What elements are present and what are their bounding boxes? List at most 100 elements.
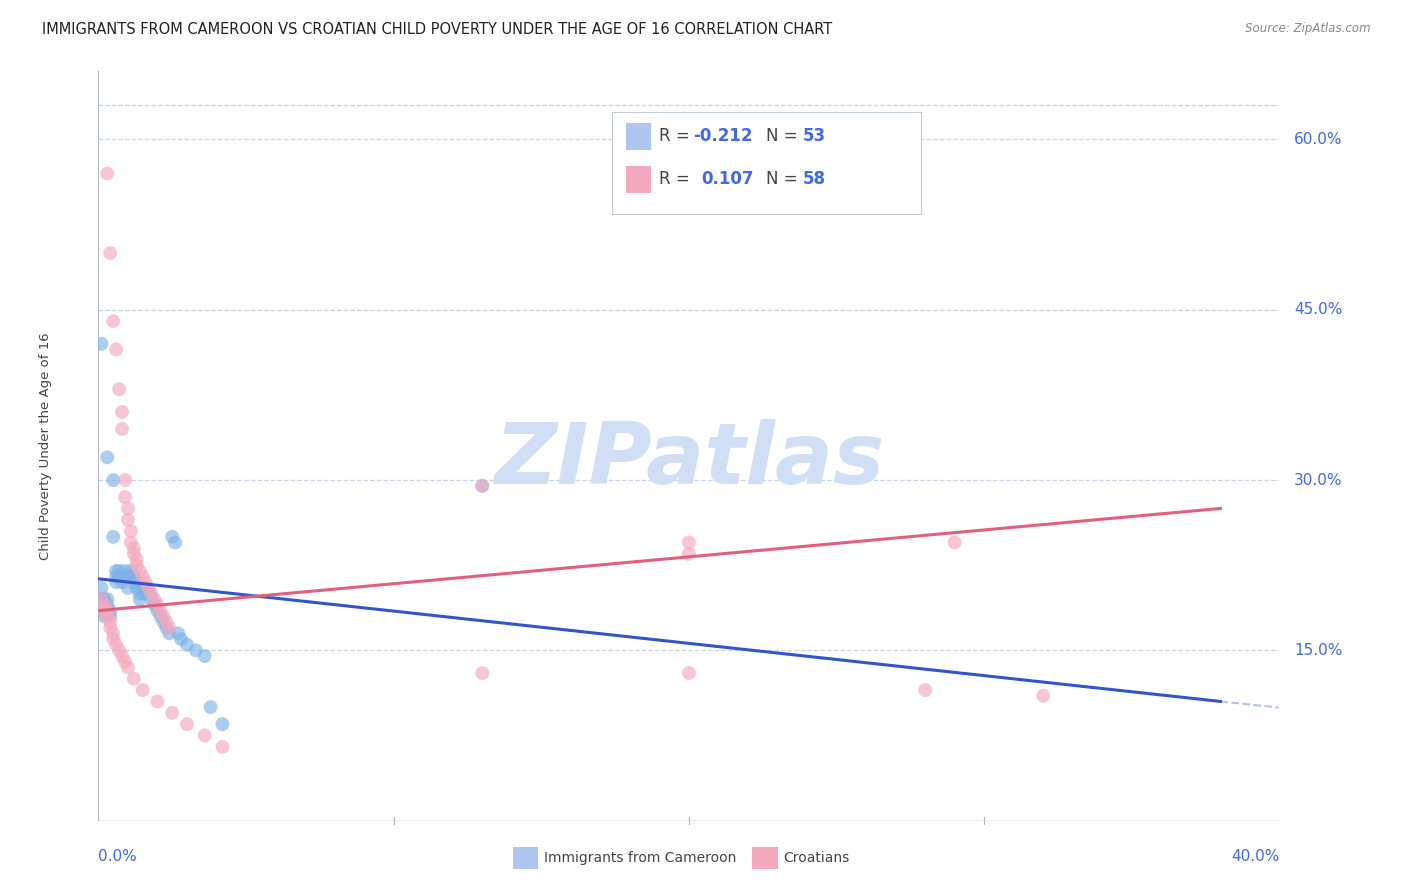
Point [98,604,121,618]
Point [114,473,136,487]
Text: 0.0%: 0.0% [98,849,138,864]
Point [96,450,118,465]
Point [108,564,131,578]
Point [120,564,142,578]
Point [165,535,187,549]
Point [678,547,700,561]
Point [122,541,145,556]
Point [1032,689,1054,703]
Point [98,609,121,624]
Point [146,598,169,612]
Point [120,524,142,538]
Point [167,626,190,640]
Point [194,648,217,663]
Point [152,615,174,629]
Point [135,575,157,590]
Point [108,643,131,657]
Point [90,592,112,607]
Point [105,575,128,590]
Point [90,592,112,607]
Point [105,343,128,357]
Point [105,564,128,578]
Point [170,632,193,646]
Point [200,700,222,714]
Text: 40.0%: 40.0% [1232,849,1279,864]
Point [155,621,177,635]
Text: 0.107: 0.107 [702,170,754,188]
Text: 45.0%: 45.0% [1295,302,1343,318]
Point [111,405,134,419]
Point [184,643,207,657]
Point [128,564,150,578]
Point [122,575,145,590]
Point [471,479,494,493]
Point [149,609,172,624]
Point [114,564,136,578]
Point [90,336,112,351]
Point [93,592,115,607]
Point [114,655,136,669]
Point [103,314,125,328]
Point [125,558,148,573]
Point [111,422,134,436]
Point [120,535,142,549]
Point [138,586,160,600]
Point [111,569,134,583]
Point [471,479,494,493]
Point [678,535,700,549]
Point [211,717,233,731]
Point [132,581,155,595]
Point [117,581,139,595]
Point [93,604,115,618]
Point [108,382,131,396]
Point [132,586,155,600]
Point [114,490,136,504]
Point [157,626,180,640]
Text: Immigrants from Cameroon: Immigrants from Cameroon [544,851,737,865]
Point [105,569,128,583]
Point [96,604,118,618]
Point [194,729,217,743]
Point [914,683,936,698]
Point [111,648,134,663]
Point [138,581,160,595]
Point [162,530,183,544]
Point [117,513,139,527]
Point [122,672,145,686]
Point [122,547,145,561]
Point [176,638,198,652]
Text: IMMIGRANTS FROM CAMEROON VS CROATIAN CHILD POVERTY UNDER THE AGE OF 16 CORRELATI: IMMIGRANTS FROM CAMEROON VS CROATIAN CHI… [42,22,832,37]
Point [143,598,166,612]
Point [132,683,155,698]
Text: 58: 58 [803,170,825,188]
Text: N =: N = [766,128,803,145]
Point [96,609,118,624]
Point [143,592,166,607]
Point [117,501,139,516]
Point [471,666,494,681]
Point [117,660,139,674]
Point [120,569,142,583]
Point [125,552,148,566]
Point [157,621,180,635]
Point [155,615,177,629]
Point [90,581,112,595]
Text: 53: 53 [803,128,825,145]
Point [96,592,118,607]
Point [93,604,115,618]
Point [128,592,150,607]
Point [176,717,198,731]
Point [114,569,136,583]
Point [111,575,134,590]
Text: N =: N = [766,170,803,188]
Text: -0.212: -0.212 [693,128,752,145]
Point [135,581,157,595]
Point [103,530,125,544]
Text: R =: R = [659,170,696,188]
Point [141,586,163,600]
Text: ZIPatlas: ZIPatlas [494,419,884,502]
Point [141,592,163,607]
Point [943,535,966,549]
Point [125,575,148,590]
Point [108,569,131,583]
